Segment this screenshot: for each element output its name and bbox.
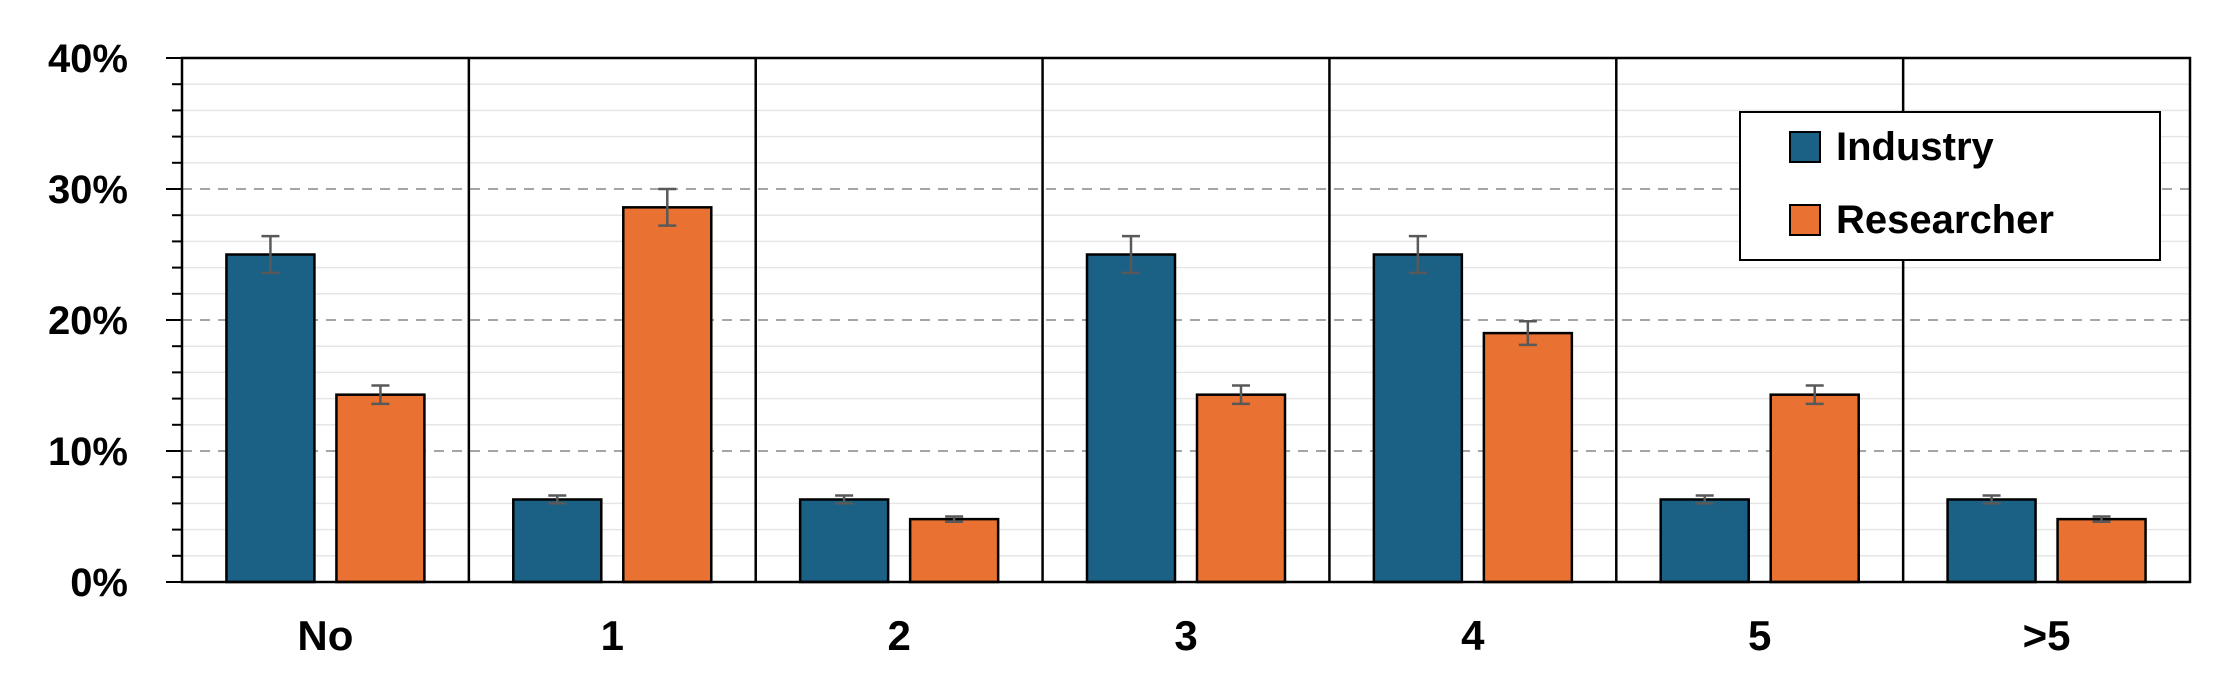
- x-tick-label: No: [297, 612, 353, 659]
- legend-swatch-industry: [1789, 131, 1821, 163]
- bar-researcher: [1482, 331, 1574, 584]
- legend: Industry Researcher: [1739, 111, 2161, 261]
- bars: [225, 206, 2147, 584]
- bar-researcher: [908, 517, 1000, 584]
- y-tick-label: 20%: [48, 299, 128, 343]
- error-bars: [261, 187, 2111, 523]
- bar-industry: [798, 498, 890, 584]
- bar-industry: [1372, 253, 1464, 584]
- y-tick-label: 0%: [70, 561, 128, 605]
- bar-industry: [512, 498, 603, 584]
- y-tick-label: 30%: [48, 168, 128, 212]
- legend-label-industry: Industry: [1836, 125, 1995, 169]
- bar-industry: [1946, 498, 2037, 584]
- bar-researcher: [622, 206, 713, 584]
- y-tick-label: 40%: [48, 37, 128, 81]
- bar-researcher: [335, 393, 426, 584]
- y-axis: 0% 10% 20% 30% 40%: [48, 37, 182, 605]
- bar-researcher: [1769, 393, 1860, 584]
- legend-swatch-researcher: [1789, 204, 1821, 236]
- x-tick-label: >5: [2023, 612, 2071, 659]
- x-tick-label: 4: [1461, 612, 1485, 659]
- x-tick-label: 2: [887, 612, 910, 659]
- x-tick-label: 3: [1174, 612, 1197, 659]
- x-tick-label: 1: [601, 612, 624, 659]
- bar-researcher: [1195, 393, 1287, 584]
- bar-industry: [1659, 498, 1750, 584]
- y-tick-label: 10%: [48, 430, 128, 474]
- x-axis: No 1 2 3 4 5 >5: [297, 612, 2070, 659]
- x-tick-label: 5: [1748, 612, 1771, 659]
- bar-researcher: [2056, 517, 2147, 584]
- bar-industry: [225, 253, 316, 584]
- legend-label-researcher: Researcher: [1836, 198, 2054, 242]
- bar-industry: [1085, 253, 1177, 584]
